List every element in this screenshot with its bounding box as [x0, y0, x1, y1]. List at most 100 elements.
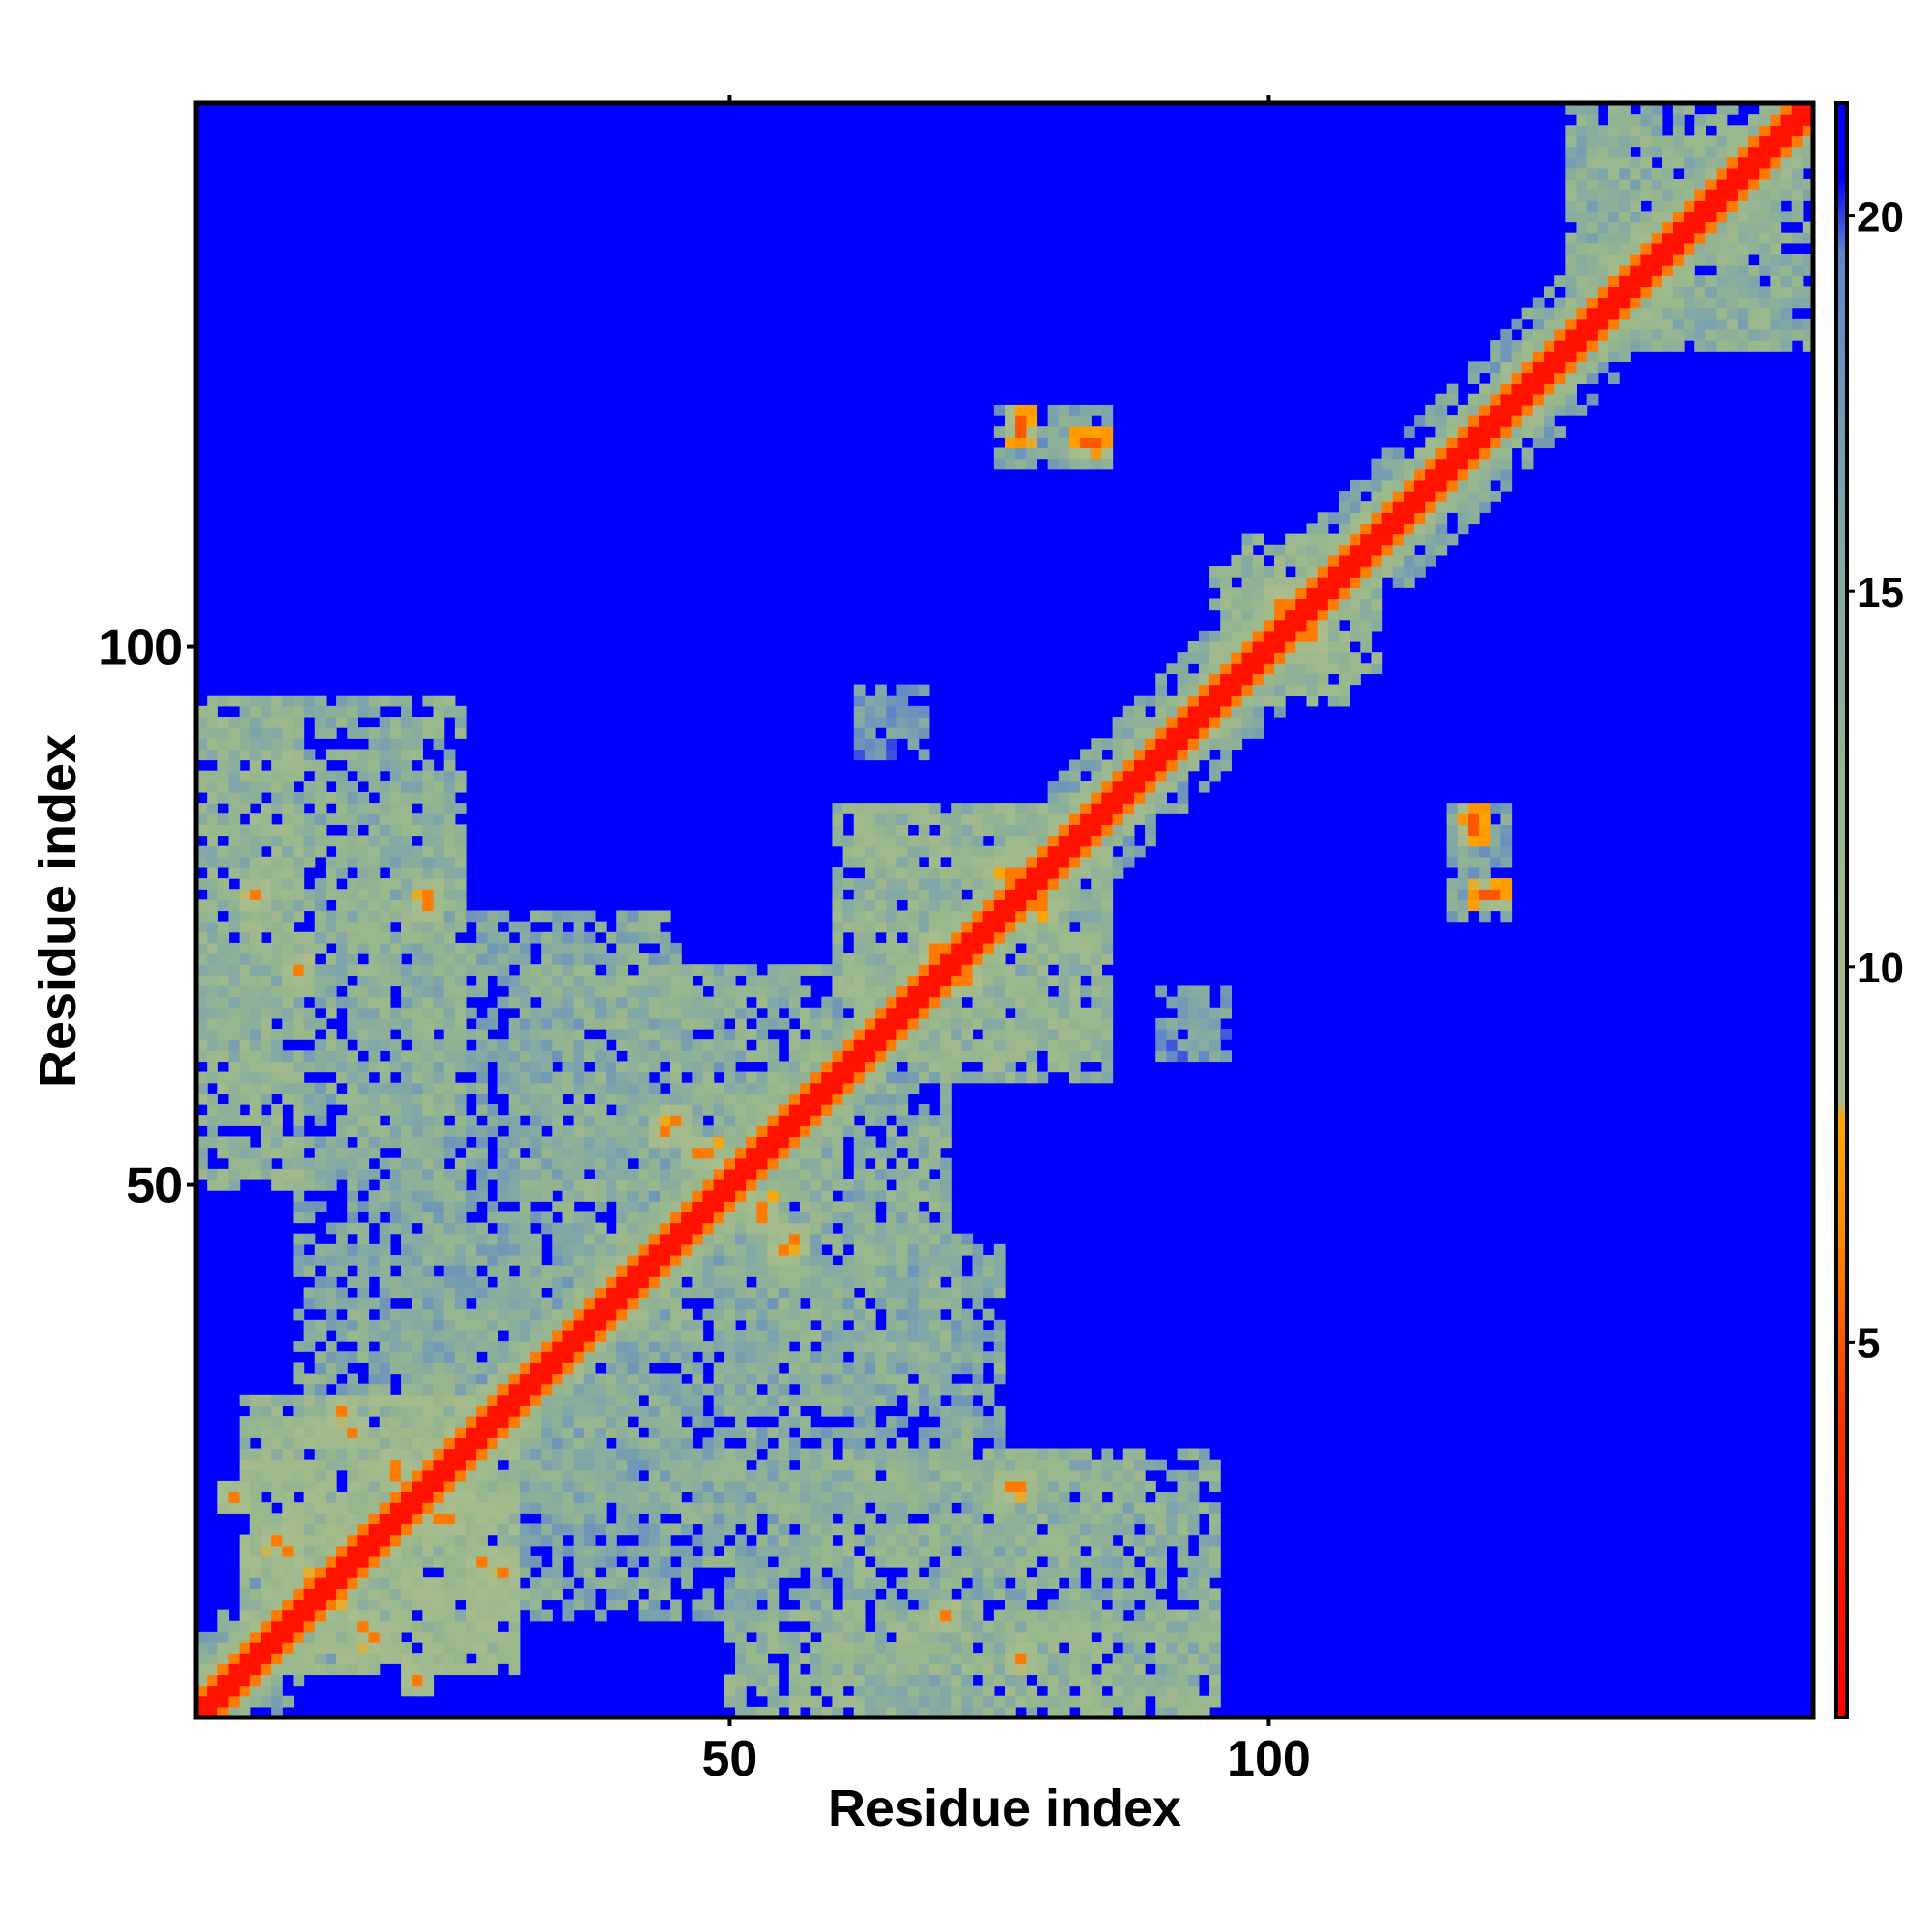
heatmap-cell [940, 996, 952, 1009]
heatmap-cell [552, 1287, 564, 1299]
heatmap-cell [767, 1459, 780, 1471]
heatmap-cell [961, 1427, 974, 1438]
heatmap-cell [336, 1642, 348, 1654]
heatmap-cell [821, 1448, 834, 1461]
heatmap-cell [454, 1201, 467, 1213]
heatmap-cell [249, 1071, 262, 1084]
heatmap-cell [886, 985, 897, 998]
heatmap-cell [594, 1448, 607, 1461]
heatmap-cell [648, 1523, 661, 1536]
heatmap-cell [443, 749, 456, 761]
heatmap-cell [832, 1093, 844, 1105]
heatmap-cell [907, 1567, 920, 1578]
heatmap-cell [606, 931, 617, 944]
heatmap-cell [767, 1706, 780, 1719]
heatmap-cell [379, 1362, 391, 1375]
heatmap-cell [907, 996, 920, 1009]
heatmap-cell [422, 1480, 435, 1492]
heatmap-cell [508, 975, 521, 987]
heatmap-cell [379, 1534, 391, 1547]
heatmap-cell [746, 1308, 757, 1321]
heatmap-cell [648, 1254, 661, 1266]
heatmap-cell [303, 813, 316, 825]
heatmap-cell [982, 1653, 995, 1664]
heatmap-cell [368, 1329, 381, 1342]
heatmap-cell [756, 1287, 769, 1299]
heatmap-cell [433, 1039, 445, 1051]
heatmap-cell [864, 1287, 876, 1299]
heatmap-cell [293, 1265, 305, 1277]
heatmap-cell [928, 1653, 941, 1664]
heatmap-cell [508, 1362, 521, 1375]
heatmap-cell [928, 1513, 941, 1525]
heatmap-cell [670, 1319, 682, 1331]
heatmap-cell [961, 1469, 974, 1482]
heatmap-cell [347, 824, 358, 837]
heatmap-cell [239, 824, 251, 837]
heatmap-cell [756, 1502, 769, 1514]
heatmap-cell [573, 942, 585, 954]
heatmap-cell [217, 942, 230, 954]
heatmap-cell [357, 1157, 370, 1170]
heatmap-cell [918, 931, 930, 944]
heatmap-cell [832, 1459, 844, 1471]
heatmap-cell [314, 759, 327, 772]
heatmap-cell [249, 1674, 262, 1687]
heatmap-cell [928, 1394, 941, 1406]
heatmap-cell [724, 1201, 736, 1213]
heatmap-cell [293, 1017, 305, 1030]
heatmap-cell [325, 1631, 337, 1643]
heatmap-cell [821, 1577, 834, 1589]
heatmap-cell [325, 1642, 337, 1654]
heatmap-cell [552, 921, 564, 933]
heatmap-cell [357, 1039, 370, 1051]
heatmap-cell [853, 953, 866, 965]
heatmap-cell [207, 1685, 218, 1697]
heatmap-cell [606, 1308, 617, 1321]
heatmap-cell [756, 1405, 769, 1417]
heatmap-cell [993, 889, 1006, 900]
heatmap-cell [638, 1039, 650, 1051]
heatmap-cell [993, 1577, 1006, 1589]
heatmap-cell [724, 1276, 736, 1288]
heatmap-cell [821, 1394, 834, 1406]
heatmap-cell [314, 1545, 327, 1557]
heatmap-cell [594, 1050, 607, 1063]
heatmap-cell [508, 1319, 521, 1331]
heatmap-cell [476, 1545, 488, 1557]
heatmap-cell [799, 1394, 811, 1406]
heatmap-cell [487, 1297, 499, 1310]
heatmap-cell [249, 749, 262, 761]
heatmap-cell [260, 1599, 272, 1611]
heatmap-cell [293, 1147, 305, 1159]
heatmap-cell [207, 964, 218, 976]
heatmap-cell [821, 1373, 834, 1385]
heatmap-cell [616, 931, 628, 944]
heatmap-cell [940, 1653, 952, 1664]
heatmap-cell [606, 1157, 617, 1170]
heatmap-cell [886, 803, 897, 814]
heatmap-cell [659, 975, 671, 987]
heatmap-cell [832, 835, 844, 847]
heatmap-cell [702, 1071, 715, 1084]
heatmap-cell [606, 1050, 617, 1063]
heatmap-cell [249, 1029, 262, 1040]
heatmap-cell [951, 1362, 962, 1375]
heatmap-cell [799, 1082, 811, 1094]
heatmap-cell [875, 964, 887, 976]
heatmap-cell [767, 1513, 780, 1525]
heatmap-cell [325, 1502, 337, 1514]
heatmap-cell [659, 1492, 671, 1503]
heatmap-cell [401, 1502, 412, 1514]
heatmap-cell [724, 1459, 736, 1471]
heatmap-cell [249, 759, 262, 772]
heatmap-cell [940, 1287, 952, 1299]
heatmap-cell [756, 1319, 769, 1331]
heatmap-cell [692, 1211, 704, 1224]
heatmap-cell [368, 813, 381, 825]
heatmap-cell [842, 996, 855, 1009]
heatmap-cell [778, 1492, 790, 1503]
heatmap-cell [466, 1233, 477, 1245]
heatmap-cell [562, 1179, 575, 1191]
heatmap-cell [239, 1050, 251, 1063]
